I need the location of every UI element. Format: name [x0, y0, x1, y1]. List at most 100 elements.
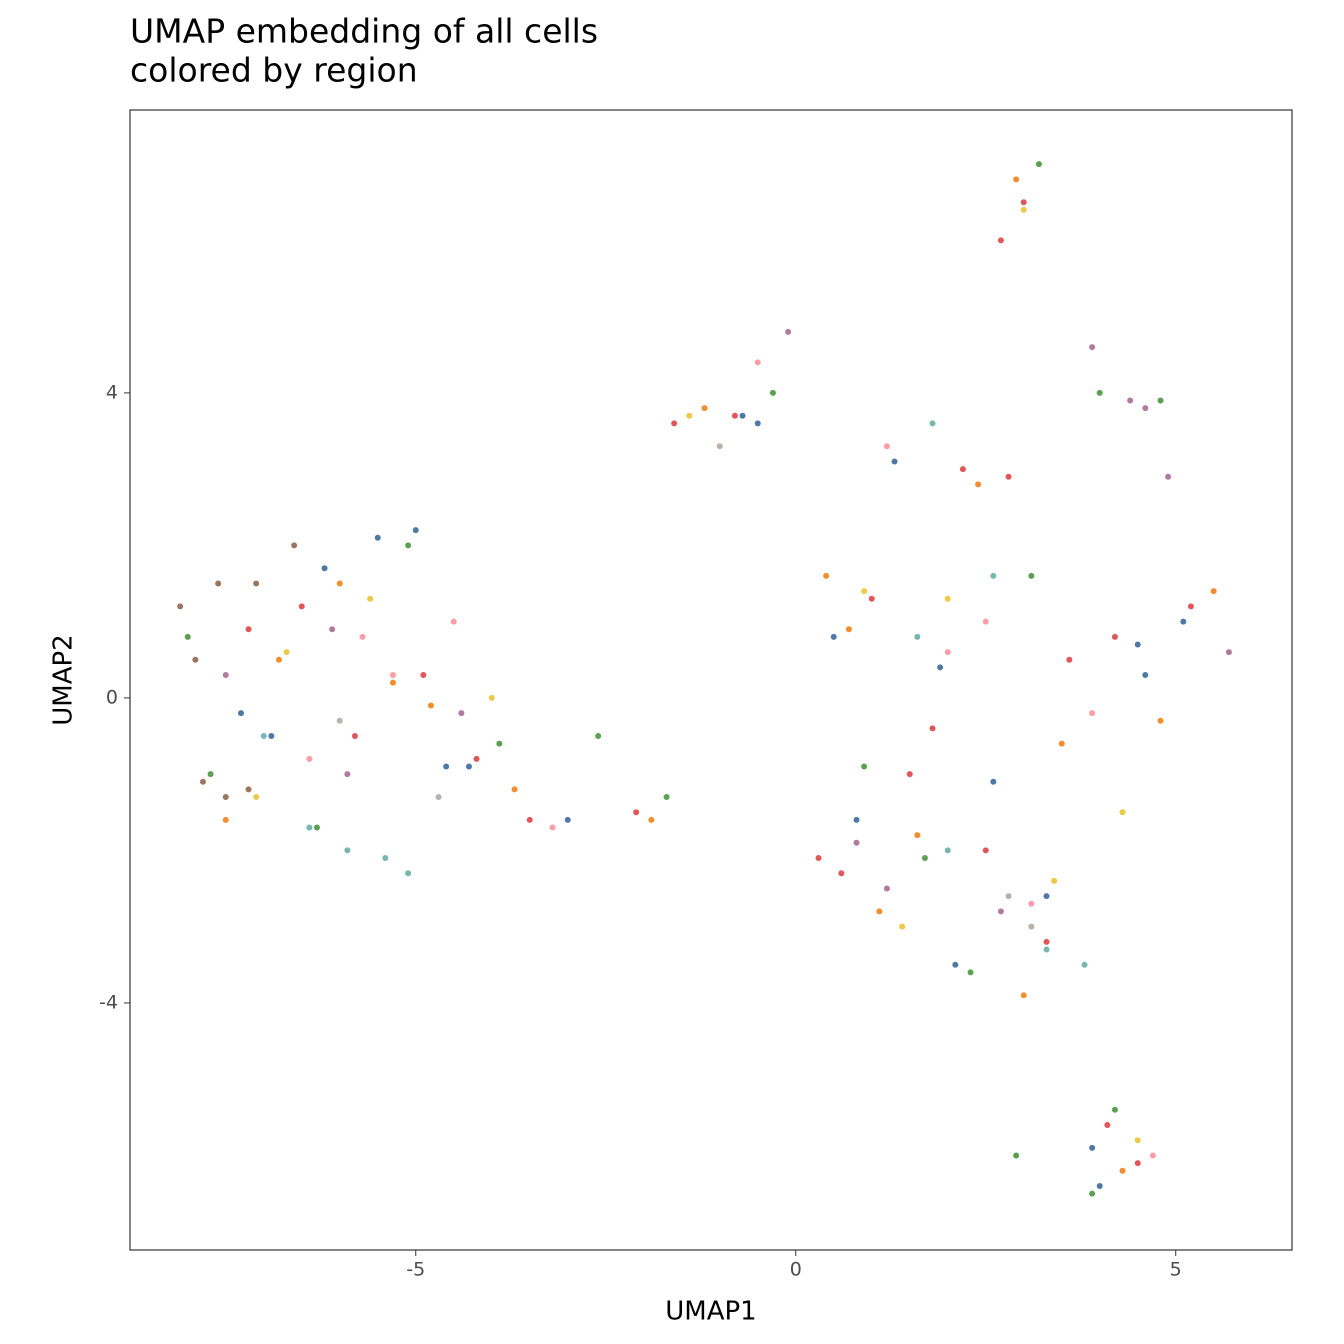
- point: [990, 572, 997, 579]
- point: [595, 733, 602, 740]
- point: [245, 786, 252, 793]
- point: [883, 885, 890, 892]
- point: [245, 626, 252, 633]
- y-axis-title: UMAP2: [49, 634, 79, 725]
- point: [336, 580, 343, 587]
- x-tick-label: 0: [790, 1259, 802, 1281]
- point: [1089, 710, 1096, 717]
- point: [1035, 161, 1042, 168]
- point: [967, 969, 974, 976]
- y-tick-label: 0: [106, 686, 118, 708]
- point: [1134, 1137, 1141, 1144]
- point: [344, 847, 351, 854]
- point: [268, 733, 275, 740]
- point: [906, 771, 913, 778]
- point: [389, 672, 396, 679]
- y-tick-label: -4: [99, 991, 118, 1013]
- point: [344, 771, 351, 778]
- point: [1180, 618, 1187, 625]
- point: [1134, 641, 1141, 648]
- point: [1225, 649, 1232, 656]
- point: [944, 649, 951, 656]
- point: [405, 542, 412, 549]
- point: [944, 847, 951, 854]
- point: [914, 633, 921, 640]
- point: [1005, 473, 1012, 480]
- point: [1096, 389, 1103, 396]
- point: [701, 405, 708, 412]
- point: [465, 763, 472, 770]
- point: [511, 786, 518, 793]
- plot-frame: [129, 109, 1293, 1251]
- point: [382, 855, 389, 862]
- point: [739, 412, 746, 419]
- point: [1104, 1121, 1111, 1128]
- point: [306, 755, 313, 762]
- point: [177, 603, 184, 610]
- point: [785, 328, 792, 335]
- point: [237, 710, 244, 717]
- point: [215, 580, 222, 587]
- point: [313, 824, 320, 831]
- point: [1187, 603, 1194, 610]
- point: [823, 572, 830, 579]
- point: [731, 412, 738, 419]
- point: [959, 466, 966, 473]
- point: [351, 733, 358, 740]
- point: [1127, 397, 1134, 404]
- point: [321, 565, 328, 572]
- point: [1013, 1152, 1020, 1159]
- point: [997, 237, 1004, 244]
- point: [769, 389, 776, 396]
- point: [1210, 588, 1217, 595]
- point: [990, 778, 997, 785]
- point: [997, 908, 1004, 915]
- point: [1089, 1144, 1096, 1151]
- point: [374, 534, 381, 541]
- point: [306, 824, 313, 831]
- point: [1081, 961, 1088, 968]
- point: [450, 618, 457, 625]
- point: [830, 633, 837, 640]
- point: [435, 794, 442, 801]
- point: [1119, 1167, 1126, 1174]
- point: [883, 443, 890, 450]
- point: [1005, 893, 1012, 900]
- point: [253, 794, 260, 801]
- point: [1058, 740, 1065, 747]
- point: [921, 855, 928, 862]
- point: [1020, 206, 1027, 213]
- point: [420, 672, 427, 679]
- x-axis-title: UMAP1: [665, 1297, 756, 1327]
- point: [367, 595, 374, 602]
- point: [1157, 717, 1164, 724]
- point: [1134, 1160, 1141, 1167]
- point: [1157, 397, 1164, 404]
- point: [944, 595, 951, 602]
- point: [975, 481, 982, 488]
- point: [260, 733, 267, 740]
- point: [686, 412, 693, 419]
- point: [1066, 656, 1073, 663]
- point: [298, 603, 305, 610]
- point: [1043, 946, 1050, 953]
- point: [336, 717, 343, 724]
- point: [671, 420, 678, 427]
- point: [1165, 473, 1172, 480]
- point: [899, 923, 906, 930]
- point: [192, 656, 199, 663]
- point: [1013, 176, 1020, 183]
- point: [1111, 633, 1118, 640]
- point: [914, 832, 921, 839]
- x-tick-label: -5: [406, 1259, 425, 1281]
- point: [633, 809, 640, 816]
- point: [937, 664, 944, 671]
- point: [1043, 893, 1050, 900]
- point: [1119, 809, 1126, 816]
- point: [1028, 923, 1035, 930]
- point: [1028, 572, 1035, 579]
- point: [1089, 1190, 1096, 1197]
- x-tick-label: 5: [1170, 1259, 1182, 1281]
- point: [815, 855, 822, 862]
- point: [845, 626, 852, 633]
